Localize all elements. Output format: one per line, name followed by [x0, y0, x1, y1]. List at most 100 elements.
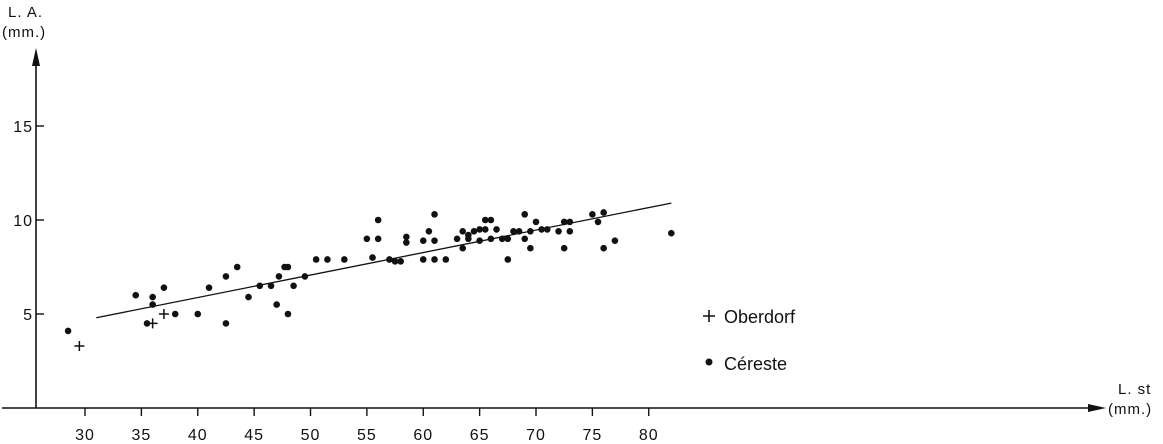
data-point-cereste [459, 227, 467, 235]
data-point-cereste [600, 244, 607, 252]
data-point-cereste [275, 273, 283, 280]
data-point-cereste [403, 233, 410, 241]
data-point-cereste [431, 256, 438, 263]
data-point-cereste [555, 227, 562, 235]
data-point-cereste [64, 327, 72, 335]
data-point-cereste [521, 235, 529, 243]
data-point-cereste [532, 218, 540, 226]
data-point-cereste [465, 231, 472, 239]
x-tick-label: 40 [188, 427, 208, 444]
data-point-cereste [611, 237, 619, 244]
legend-label-oberdorf: Oberdorf [724, 307, 796, 327]
legend-item-cereste: Céreste [705, 354, 787, 374]
x-tick-label: 50 [301, 427, 321, 444]
legend-item-oberdorf: Oberdorf [703, 307, 796, 327]
data-point-cereste [284, 310, 292, 318]
data-point-cereste [143, 320, 151, 327]
data-point-cereste [560, 244, 568, 252]
data-point-cereste [386, 256, 393, 263]
data-point-cereste [403, 239, 410, 246]
data-point-cereste [589, 211, 596, 218]
data-point-cereste [481, 226, 489, 233]
data-point-cereste [594, 218, 602, 226]
data-point-cereste [543, 226, 551, 233]
x-tick-label: 70 [526, 427, 546, 444]
legend-label-cereste: Céreste [724, 354, 787, 374]
y-axis-label: L. A. [8, 4, 43, 21]
data-point-cereste [515, 227, 523, 235]
data-point-cereste [566, 227, 574, 235]
data-point-cereste [205, 284, 213, 291]
data-point-cereste [222, 273, 230, 280]
data-point-cereste [149, 293, 156, 301]
data-point-cereste [504, 235, 512, 243]
y-axis-unit: (mm.) [2, 24, 46, 41]
data-point-cereste [487, 216, 495, 224]
data-point-cereste [132, 291, 140, 299]
x-tick-label: 75 [582, 427, 602, 444]
data-point-cereste [459, 244, 467, 252]
x-tick-label: 45 [244, 427, 264, 444]
x-axis: L. st (mm.) [2, 381, 1152, 418]
data-point-cereste [374, 235, 382, 243]
data-point-oberdorf [158, 309, 169, 319]
data-point-cereste [476, 237, 483, 244]
data-point-cereste [487, 235, 495, 243]
data-point-cereste [668, 229, 675, 237]
data-point-cereste [493, 226, 500, 233]
data-point-cereste [419, 256, 427, 263]
data-point-cereste [498, 235, 506, 243]
data-point-cereste [267, 282, 275, 290]
data-point-cereste [527, 244, 534, 252]
legend-dot-marker [705, 358, 713, 366]
data-point-cereste [504, 256, 512, 263]
data-point-oberdorf [74, 340, 85, 351]
data-point-cereste [419, 237, 427, 244]
data-point-cereste [363, 235, 371, 243]
x-axis-label: L. st [1118, 381, 1151, 398]
data-point-cereste [245, 293, 252, 301]
data-point-cereste [470, 227, 478, 235]
data-point-cereste [301, 273, 309, 280]
data-point-cereste [397, 258, 405, 265]
x-axis-unit: (mm.) [1108, 401, 1152, 418]
data-point-cereste [431, 211, 438, 218]
data-point-cereste [431, 237, 438, 244]
data-point-cereste [233, 263, 241, 271]
data-point-cereste [510, 227, 517, 235]
data-point-cereste [149, 301, 156, 308]
data-point-cereste [369, 254, 376, 261]
data-point-cereste [194, 310, 202, 318]
data-point-cereste [160, 284, 168, 291]
data-point-cereste [600, 209, 607, 216]
data-point-cereste [273, 301, 280, 308]
data-point-cereste [374, 216, 382, 224]
data-point-cereste [566, 218, 574, 226]
data-point-cereste [453, 235, 461, 243]
data-point-cereste [290, 282, 297, 290]
data-point-cereste [442, 256, 450, 263]
data-point-cereste [312, 256, 320, 263]
data-point-cereste [222, 320, 230, 327]
data-point-cereste [284, 263, 292, 271]
y-tick-label: 10 [13, 213, 33, 230]
data-point-cereste [171, 310, 179, 318]
data-point-cereste [560, 218, 568, 226]
data-point-cereste [425, 227, 433, 235]
data-point-cereste [527, 227, 534, 235]
x-tick-label: 65 [470, 427, 490, 444]
data-point-cereste [341, 256, 348, 263]
legend: Oberdorf Céreste [703, 307, 796, 374]
y-tick-label: 15 [13, 119, 33, 136]
data-points [64, 209, 675, 351]
x-tick-label: 60 [413, 427, 433, 444]
axis-ticks: 30 35 40 45 50 55 60 65 70 75 80 5 10 15 [13, 119, 659, 444]
x-tick-label: 80 [639, 427, 659, 444]
x-tick-label: 30 [75, 427, 95, 444]
x-tick-label: 35 [131, 427, 151, 444]
y-tick-label: 5 [23, 307, 33, 324]
x-tick-label: 55 [357, 427, 377, 444]
y-axis: L. A. (mm.) [2, 4, 46, 408]
data-point-cereste [481, 216, 489, 224]
